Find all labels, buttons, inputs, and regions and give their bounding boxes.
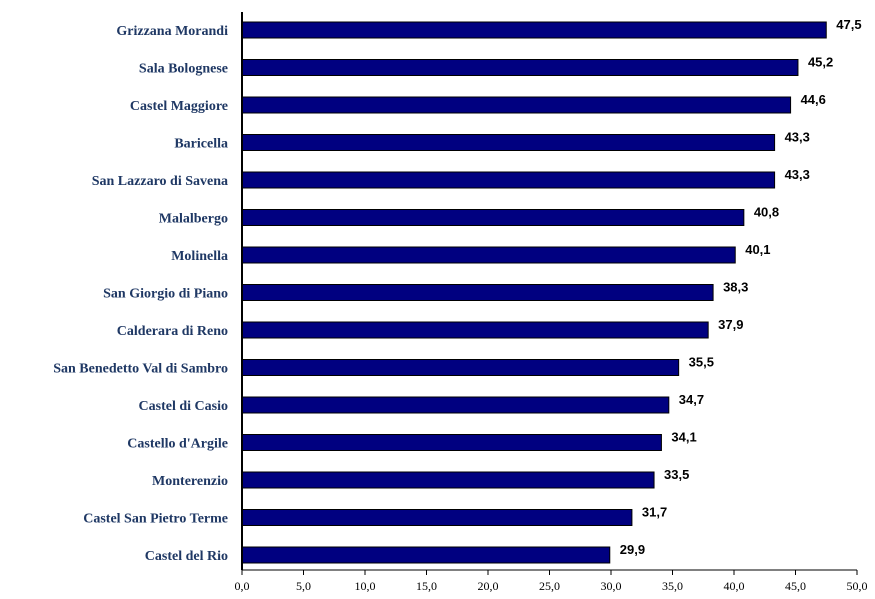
bar [241,359,680,376]
bar [241,96,792,114]
category-label: Sala Bolognese [139,62,228,77]
bar [241,246,736,264]
value-label: 31,7 [642,505,667,520]
value-label: 45,2 [808,55,833,70]
category-label: Castel San Pietro Terme [83,512,228,527]
value-label: 38,3 [723,280,748,295]
x-tick-label: 30,0 [601,579,622,593]
x-tick-label: 25,0 [539,579,560,593]
category-label: San Benedetto Val di Sambro [53,362,228,377]
x-tick-label: 50,0 [847,579,868,593]
category-label: Castel del Rio [145,549,228,564]
value-label: 40,8 [754,205,779,220]
value-label: 47,5 [836,17,861,32]
bar [241,21,827,39]
bar [241,284,714,301]
value-label: 33,5 [664,467,689,482]
x-tick-label: 20,0 [478,579,499,593]
x-tick-label: 15,0 [416,579,437,593]
category-label: Grizzana Morandi [116,24,228,39]
category-label: Castello d'Argile [127,437,228,452]
bar [241,134,776,151]
category-label: San Lazzaro di Savena [92,174,228,189]
category-label: Molinella [171,249,228,264]
category-label: Baricella [174,137,228,152]
x-tick-label: 40,0 [724,579,745,593]
category-label: Monterenzio [152,474,228,489]
bar [241,171,776,189]
bar [241,546,611,564]
value-label: 43,3 [785,130,810,145]
bar [241,59,799,76]
value-label: 37,9 [718,317,743,332]
value-label: 34,7 [679,392,704,407]
bar [241,434,662,451]
category-label: San Giorgio di Piano [103,287,228,302]
category-label: Calderara di Reno [117,324,228,339]
x-tick-label: 35,0 [662,579,683,593]
bar [241,321,709,339]
value-labels-group: 47,5 45,2 44,6 43,3 43,3 40,8 40,1 38,3 37,9 35,5… [620,17,862,557]
x-tick-label: 10,0 [355,579,376,593]
x-tick-label: 5,0 [296,579,311,593]
category-label: Castel Maggiore [130,99,228,114]
bar [241,209,745,226]
value-label: 35,5 [689,355,714,370]
x-tick-label: 0,0 [235,579,250,593]
category-label: Malalbergo [159,212,228,227]
bar [241,509,633,526]
category-label: Castel di Casio [139,399,228,414]
bar [241,471,655,489]
category-labels-group: Grizzana Morandi Sala Bolognese Castel Mag… [53,24,228,564]
value-label: 44,6 [801,92,826,107]
x-tick-label: 45,0 [785,579,806,593]
value-label: 40,1 [745,242,770,257]
axes-group: 0,0 5,0 10,0 15,0 20,0 25,0 30,0 35,0 40,0 45,0 50… [235,12,868,593]
value-label: 29,9 [620,542,645,557]
value-label: 34,1 [671,430,696,445]
bar [241,396,670,414]
value-label: 43,3 [785,167,810,182]
